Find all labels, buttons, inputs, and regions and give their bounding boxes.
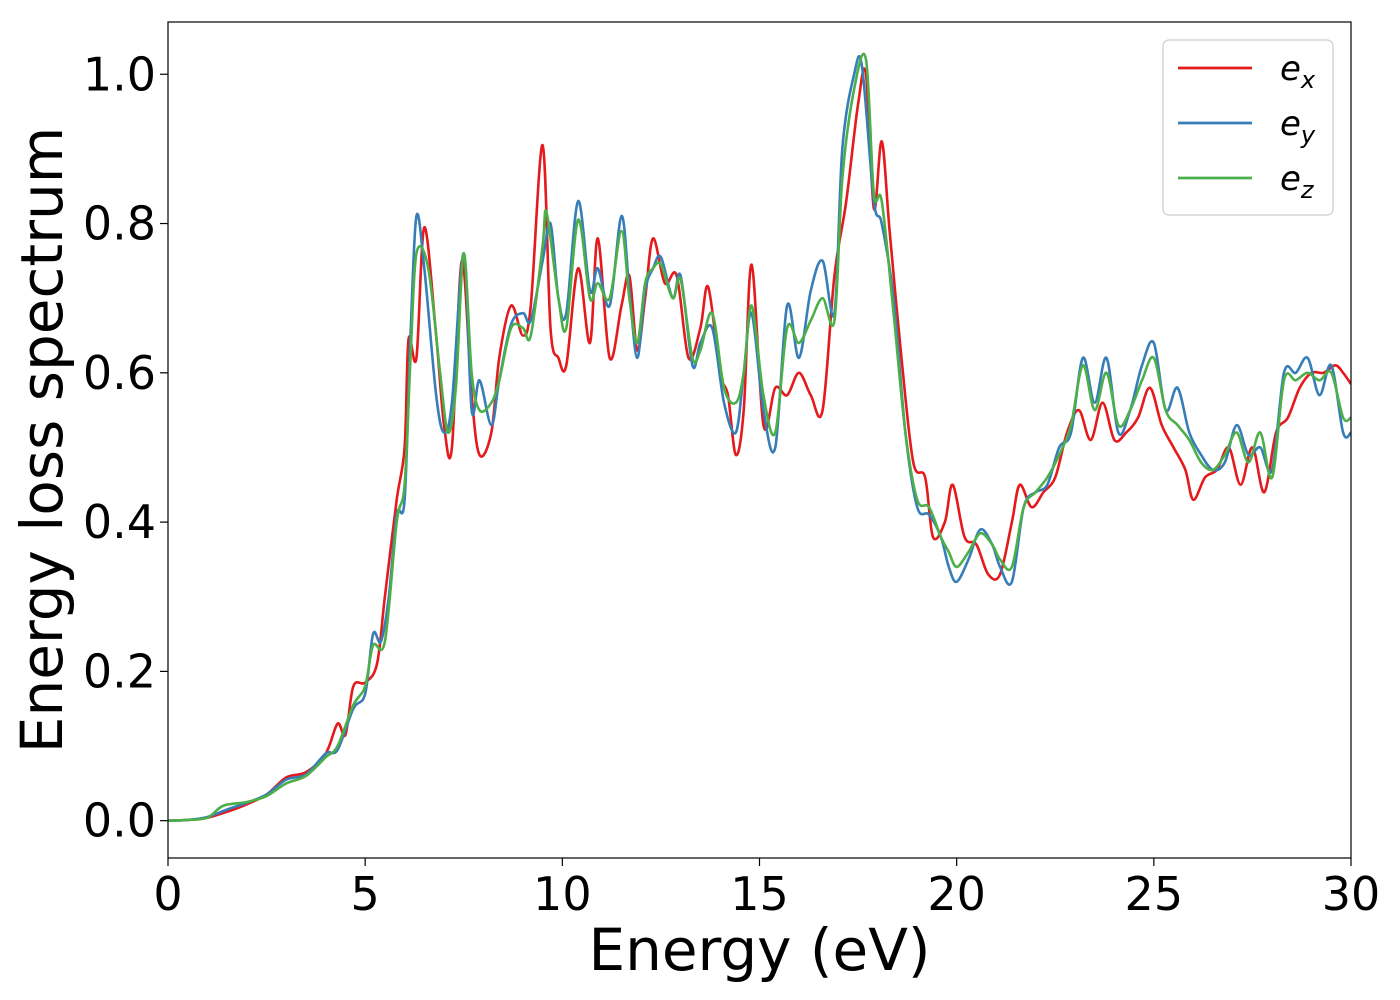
series-line-e-x xyxy=(168,67,1351,822)
y-tick-label: 0.8 xyxy=(83,197,156,251)
x-tick-label: 5 xyxy=(351,867,380,921)
x-tick-label: 25 xyxy=(1125,867,1184,921)
series-layer xyxy=(168,52,1351,822)
y-axis-label: Energy loss spectrum xyxy=(8,127,76,753)
series-line-e-z xyxy=(168,52,1351,822)
y-tick-label: 1.0 xyxy=(83,47,156,101)
x-tick-label: 30 xyxy=(1322,867,1381,921)
x-tick-label: 10 xyxy=(533,867,592,921)
x-tick-label: 15 xyxy=(730,867,789,921)
x-tick-label: 20 xyxy=(927,867,986,921)
x-axis-ticks: 0 5 10 15 20 25 30 xyxy=(153,858,1380,921)
legend-box xyxy=(1162,39,1334,216)
y-tick-label: 0.2 xyxy=(83,644,156,698)
x-tick-label: 0 xyxy=(153,867,182,921)
x-axis-label: Energy (eV) xyxy=(588,916,930,984)
y-tick-label: 0.6 xyxy=(83,346,156,400)
y-tick-label: 0.4 xyxy=(83,495,156,549)
y-axis-ticks: 0.0 0.2 0.4 0.6 0.8 1.0 xyxy=(83,47,168,848)
y-tick-label: 0.0 xyxy=(83,794,156,848)
